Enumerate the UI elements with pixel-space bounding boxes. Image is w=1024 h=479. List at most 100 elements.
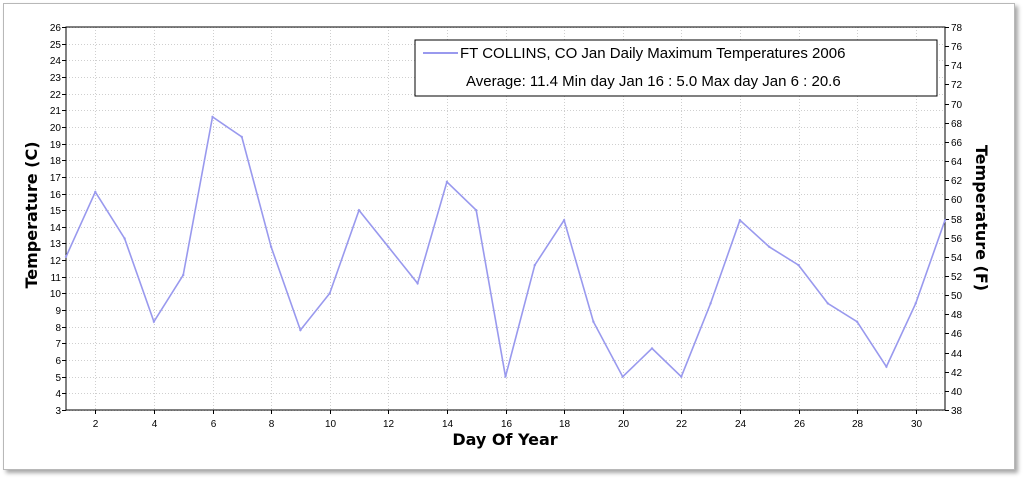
x-tick-label: 18 bbox=[559, 419, 571, 430]
y-left-tick-label: 26 bbox=[50, 23, 62, 34]
data-point bbox=[738, 219, 742, 222]
y-right-tick-label: 78 bbox=[951, 23, 963, 34]
data-point bbox=[64, 255, 68, 258]
legend-line1: FT COLLINS, CO Jan Daily Maximum Tempera… bbox=[460, 45, 845, 62]
x-tick-label: 14 bbox=[442, 419, 454, 430]
y-left-tick-label: 12 bbox=[50, 256, 62, 267]
left-axis: 3 4 5 6 7 8 9 10 11 12 13 14 15 16 17 18 19 20 21 22 23 24 25 2… bbox=[50, 23, 66, 417]
y-left-tick-label: 7 bbox=[55, 339, 61, 350]
data-point bbox=[943, 219, 947, 222]
data-point bbox=[709, 302, 712, 305]
y-right-tick-label: 66 bbox=[951, 138, 963, 149]
y-right-tick-label: 38 bbox=[951, 406, 963, 417]
data-point bbox=[650, 347, 654, 350]
series-points bbox=[64, 115, 947, 378]
y-right-tick-label: 70 bbox=[951, 100, 963, 111]
y-right-tick-label: 40 bbox=[951, 387, 963, 398]
data-point bbox=[357, 209, 361, 212]
y-axis-left-title: Temperature (C) bbox=[22, 141, 41, 288]
x-tick-label: 16 bbox=[501, 419, 513, 430]
y-right-tick-label: 52 bbox=[951, 272, 963, 283]
y-left-tick-label: 11 bbox=[51, 273, 62, 284]
data-point bbox=[562, 219, 566, 222]
legend: FT COLLINS, CO Jan Daily Maximum Tempera… bbox=[414, 39, 938, 97]
data-point bbox=[387, 245, 390, 248]
plot-area bbox=[65, 26, 946, 411]
y-axis-right-title: Temperature (F) bbox=[972, 145, 991, 291]
data-point bbox=[855, 320, 859, 323]
series-line bbox=[65, 115, 946, 379]
y-left-tick-label: 22 bbox=[50, 90, 62, 101]
data-point bbox=[152, 320, 156, 323]
data-point bbox=[914, 302, 917, 305]
data-point bbox=[885, 365, 888, 368]
x-tick-label: 30 bbox=[911, 419, 923, 430]
y-left-tick-label: 13 bbox=[50, 239, 62, 250]
y-left-tick-label: 5 bbox=[55, 373, 61, 384]
data-point bbox=[328, 292, 331, 295]
y-right-tick-label: 54 bbox=[951, 253, 963, 264]
y-left-tick-label: 15 bbox=[50, 206, 62, 217]
y-left-tick-label: 17 bbox=[50, 173, 62, 184]
data-point bbox=[123, 237, 126, 240]
y-left-tick-label: 3 bbox=[55, 406, 61, 417]
x-axis-title: Day Of Year bbox=[452, 430, 557, 449]
data-point bbox=[504, 375, 507, 378]
y-right-tick-label: 42 bbox=[951, 368, 963, 379]
data-point bbox=[475, 209, 478, 212]
y-left-tick-label: 8 bbox=[55, 323, 61, 334]
y-left-tick-label: 23 bbox=[50, 73, 62, 84]
x-tick-label: 6 bbox=[211, 419, 217, 430]
y-left-tick-label: 21 bbox=[50, 106, 62, 117]
x-tick-label: 20 bbox=[618, 419, 630, 430]
y-left-tick-label: 20 bbox=[50, 123, 62, 134]
data-point bbox=[768, 245, 771, 248]
x-tick-label: 8 bbox=[269, 419, 275, 430]
x-tick-label: 22 bbox=[676, 419, 688, 430]
y-left-tick-label: 4 bbox=[55, 389, 61, 400]
data-point bbox=[826, 302, 829, 305]
data-point bbox=[445, 180, 449, 184]
x-tick-label: 2 bbox=[93, 419, 99, 430]
x-tick-label: 4 bbox=[152, 419, 158, 430]
data-point bbox=[533, 263, 536, 267]
y-right-tick-label: 64 bbox=[951, 157, 963, 168]
data-point bbox=[621, 375, 624, 378]
x-axis: 2 4 6 8 10 12 14 16 18 20 22 24 26 28 30 bbox=[93, 410, 923, 430]
x-tick-label: 28 bbox=[852, 419, 864, 430]
y-right-tick-label: 60 bbox=[951, 195, 963, 206]
y-left-tick-label: 18 bbox=[50, 156, 62, 167]
data-point bbox=[240, 135, 243, 139]
data-point bbox=[269, 245, 273, 248]
x-tick-label: 26 bbox=[794, 419, 806, 430]
y-left-tick-label: 9 bbox=[55, 306, 61, 317]
x-tick-label: 24 bbox=[735, 419, 747, 430]
data-point bbox=[182, 273, 185, 277]
y-right-tick-label: 76 bbox=[951, 42, 963, 53]
legend-line2: Average: 11.4 Min day Jan 16 : 5.0 Max d… bbox=[466, 73, 841, 90]
y-right-tick-label: 48 bbox=[951, 310, 963, 321]
data-point bbox=[416, 282, 419, 285]
data-point bbox=[592, 320, 595, 323]
y-right-tick-label: 44 bbox=[951, 349, 963, 360]
y-left-tick-label: 14 bbox=[50, 223, 62, 234]
y-left-tick-label: 19 bbox=[50, 140, 62, 151]
y-left-tick-label: 16 bbox=[50, 190, 62, 201]
x-tick-label: 10 bbox=[325, 419, 337, 430]
y-right-tick-label: 46 bbox=[951, 329, 963, 340]
y-right-tick-label: 62 bbox=[951, 176, 963, 187]
right-axis: 38 40 42 44 46 48 50 52 54 56 58 60 62 64 66 68 70 72 74 76… bbox=[945, 23, 963, 417]
legend-box bbox=[414, 39, 938, 97]
y-right-tick-label: 56 bbox=[951, 234, 963, 245]
y-left-tick-label: 25 bbox=[50, 40, 62, 51]
data-point bbox=[94, 190, 97, 194]
y-right-tick-label: 74 bbox=[951, 61, 963, 72]
data-point bbox=[211, 115, 214, 119]
data-point bbox=[299, 328, 302, 332]
y-right-tick-label: 72 bbox=[951, 80, 963, 91]
y-right-tick-label: 50 bbox=[951, 291, 963, 302]
y-left-tick-label: 6 bbox=[55, 356, 61, 367]
y-right-tick-label: 68 bbox=[951, 119, 963, 130]
y-left-tick-label: 10 bbox=[50, 289, 62, 300]
